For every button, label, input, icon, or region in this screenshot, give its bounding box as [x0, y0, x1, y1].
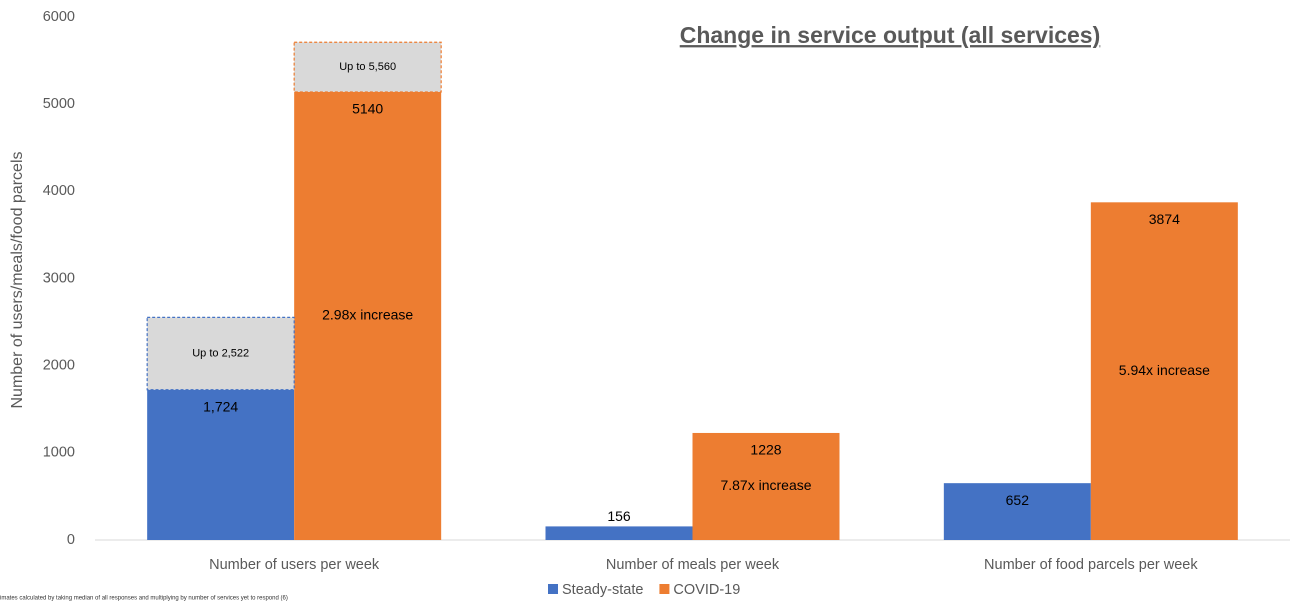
x-tick-label: Number of users per week: [209, 557, 380, 573]
legend-label: COVID-19: [673, 582, 740, 598]
chart-title: Change in service output (all services): [680, 22, 1101, 48]
data-label: 1228: [750, 442, 781, 458]
bar-annotation: 7.87x increase: [720, 477, 811, 493]
y-tick-label: 3000: [43, 270, 75, 286]
legend-swatch: [659, 584, 670, 594]
data-label: 3874: [1149, 211, 1180, 227]
legend-swatch: [548, 584, 558, 594]
y-tick-label: 5000: [43, 96, 75, 112]
data-label: 652: [1006, 492, 1030, 508]
y-tick-label: 4000: [43, 183, 75, 199]
bar-annotation: 5.94x increase: [1119, 362, 1210, 378]
y-tick-label: 0: [67, 532, 75, 548]
estimate-segment: [293, 41, 442, 93]
x-tick-label: Number of meals per week: [606, 557, 780, 573]
data-label: 1,724: [203, 398, 238, 414]
bar: [1090, 202, 1238, 540]
data-label: 156: [607, 508, 631, 524]
bar: [545, 526, 693, 540]
y-tick-label: 2000: [43, 357, 75, 373]
bar: [943, 483, 1091, 540]
footnote: imates calculated by taking median of al…: [0, 596, 288, 602]
estimate-label: Up to 5,560: [339, 61, 396, 73]
y-tick-label: 6000: [43, 9, 75, 25]
bar: [294, 91, 442, 541]
bar: [147, 389, 295, 540]
x-tick-label: Number of food parcels per week: [984, 557, 1198, 573]
y-tick-label: 1000: [43, 445, 75, 461]
data-label: 5140: [352, 101, 383, 117]
bar-annotation: 2.98x increase: [322, 307, 413, 323]
bar: [692, 432, 840, 540]
y-axis-label: Number of users/meals/food parcels: [9, 152, 26, 409]
legend-label: Steady-state: [562, 582, 643, 598]
estimate-label: Up to 2,522: [192, 347, 249, 359]
estimate-segment: [146, 316, 295, 391]
